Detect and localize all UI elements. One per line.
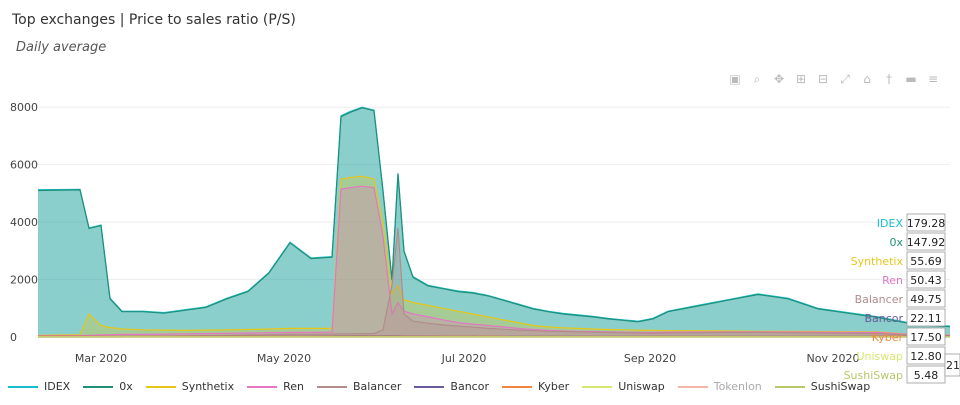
hover-closest-icon[interactable]: ▬ <box>905 72 917 86</box>
series-line-synthetix <box>37 175 951 336</box>
legend-label: Tokenlon <box>713 380 762 393</box>
chart-title: Top exchanges | Price to sales ratio (P/… <box>12 12 296 28</box>
hover-value: 17.50 <box>910 331 942 344</box>
legend-swatch <box>145 385 176 388</box>
pan-icon[interactable]: ✥ <box>773 72 785 86</box>
chart-subtitle: Daily average <box>16 40 107 55</box>
zoom-icon[interactable]: ⌕ <box>753 72 761 86</box>
hover-value-box <box>906 270 946 289</box>
chart-legend: IDEX 0x Synthetix Ren Balancer Bancor Kyber Uni… <box>8 380 883 393</box>
legend-swatch <box>501 385 532 388</box>
legend-item-synthetix[interactable]: Synthetix <box>145 380 235 393</box>
x-tick-label: Sep 2020 <box>624 352 676 365</box>
hover-label-name: Ren <box>882 274 903 287</box>
hover-value-box <box>906 232 946 251</box>
hover-label-name: Uniswap <box>856 350 903 363</box>
hover-value: 179.28 <box>907 217 946 230</box>
hover-value: 49.75 <box>910 293 942 306</box>
hover-value-box <box>906 251 946 270</box>
hover-value: 55.69 <box>910 255 942 268</box>
legend-item-sushiswap[interactable]: SushiSwap <box>774 380 871 393</box>
series-line-idex <box>37 106 951 327</box>
series-area-0x <box>38 107 950 337</box>
legend-swatch <box>774 385 805 388</box>
legend-label: Kyber <box>537 380 570 393</box>
hover-value-box <box>906 289 946 308</box>
legend-label: Bancor <box>450 380 489 393</box>
zoom-out-icon[interactable]: ⊟ <box>817 72 829 86</box>
hover-value: 22.11 <box>910 312 942 325</box>
zoom-in-icon[interactable]: ⊞ <box>795 72 807 86</box>
y-tick-label: 8000 <box>10 101 38 114</box>
legend-swatch <box>83 385 114 388</box>
chart-modebar: ▣ ⌕ ✥ ⊞ ⊟ ⤢ ⌂ † ▬ ≡ <box>726 70 942 88</box>
hover-label-name: 0x <box>889 236 903 249</box>
y-tick-label: 2000 <box>10 274 38 287</box>
hover-value-box <box>906 213 946 232</box>
legend-label: Synthetix <box>181 380 235 393</box>
spike-lines-icon[interactable]: † <box>886 72 892 86</box>
legend-item-0x[interactable]: 0x <box>83 380 133 393</box>
legend-label: Uniswap <box>618 380 665 393</box>
hover-label-name: Kyber <box>872 331 904 344</box>
legend-label: IDEX <box>44 380 71 393</box>
hover-label-name: IDEX <box>877 217 904 230</box>
hover-extra-box <box>944 353 960 377</box>
legend-item-tokenlon[interactable]: Tokenlon <box>677 380 762 393</box>
hover-label-name: SushiSwap <box>844 369 903 382</box>
legend-swatch <box>8 385 38 388</box>
camera-icon[interactable]: ▣ <box>729 72 741 86</box>
legend-item-ren[interactable]: Ren <box>247 380 304 393</box>
legend-item-uniswap[interactable]: Uniswap <box>582 380 665 393</box>
legend-swatch <box>247 385 278 388</box>
legend-label: 0x <box>119 380 133 393</box>
autoscale-icon[interactable]: ⤢ <box>840 72 850 86</box>
y-tick-label: 6000 <box>10 159 38 172</box>
hover-value: 50.43 <box>910 274 942 287</box>
legend-item-idex[interactable]: IDEX <box>8 380 70 393</box>
series-line-0x <box>37 107 951 328</box>
series-line-ren <box>37 185 951 337</box>
legend-label: Ren <box>283 380 305 393</box>
legend-swatch <box>414 385 445 388</box>
hover-extra-value: 21 <box>946 359 960 372</box>
hover-value-box <box>906 308 946 327</box>
hover-compare-icon[interactable]: ≡ <box>927 72 939 86</box>
legend-label: SushiSwap <box>810 380 871 393</box>
series-area-idex <box>38 107 950 337</box>
hover-label-name: Balancer <box>855 293 904 306</box>
y-tick-label: 4000 <box>10 216 38 229</box>
hover-value: 12.80 <box>910 350 942 363</box>
x-tick-label: Jul 2020 <box>441 352 487 365</box>
legend-swatch <box>582 385 613 388</box>
legend-item-bancor[interactable]: Bancor <box>414 380 489 393</box>
legend-swatch <box>317 385 348 388</box>
x-tick-label: May 2020 <box>257 352 311 365</box>
x-tick-label: Mar 2020 <box>75 352 127 365</box>
hover-label-name: Synthetix <box>851 255 904 268</box>
y-tick-label: 0 <box>10 331 17 344</box>
hover-value: 5.48 <box>914 369 939 382</box>
legend-swatch <box>677 385 708 388</box>
legend-item-kyber[interactable]: Kyber <box>501 380 570 393</box>
x-tick-label: Nov 2020 <box>807 352 860 365</box>
legend-label: Balancer <box>353 380 402 393</box>
hover-label-name: Bancor <box>864 312 903 325</box>
home-icon[interactable]: ⌂ <box>863 72 871 86</box>
legend-item-balancer[interactable]: Balancer <box>317 380 401 393</box>
hover-value: 147.92 <box>907 236 946 249</box>
hover-value-box <box>906 327 946 346</box>
